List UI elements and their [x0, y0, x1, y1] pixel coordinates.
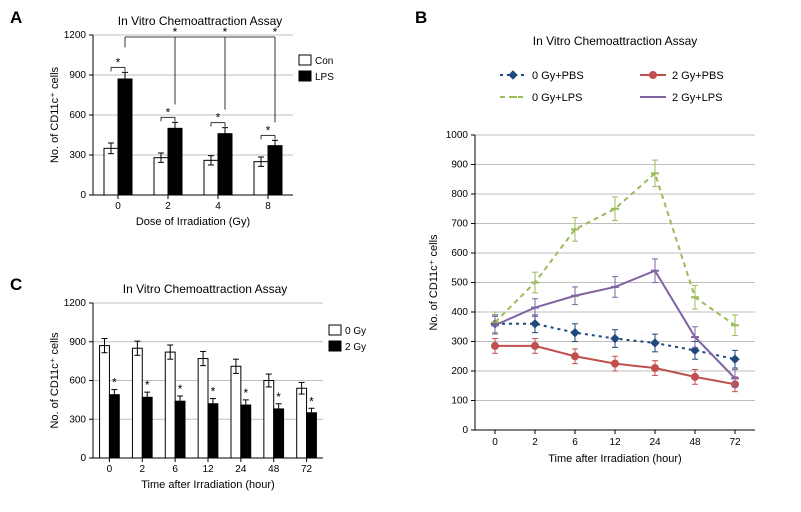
svg-text:6: 6 — [572, 437, 578, 448]
svg-text:0: 0 — [115, 201, 121, 212]
svg-text:LPS: LPS — [315, 72, 334, 83]
svg-text:*: * — [273, 25, 278, 39]
svg-text:*: * — [173, 25, 178, 39]
svg-text:2: 2 — [532, 437, 538, 448]
svg-text:72: 72 — [729, 437, 741, 448]
svg-text:*: * — [178, 382, 183, 396]
svg-text:100: 100 — [451, 396, 468, 407]
svg-text:No. of CD11c⁺ cells: No. of CD11c⁺ cells — [49, 332, 61, 429]
svg-text:*: * — [166, 105, 171, 119]
svg-text:*: * — [276, 390, 281, 404]
svg-text:300: 300 — [69, 150, 86, 161]
svg-text:0: 0 — [492, 437, 498, 448]
svg-text:12: 12 — [609, 437, 621, 448]
svg-text:400: 400 — [451, 307, 468, 318]
svg-text:*: * — [216, 111, 221, 125]
svg-text:300: 300 — [451, 337, 468, 348]
svg-text:1200: 1200 — [64, 30, 87, 41]
svg-text:300: 300 — [69, 414, 86, 425]
svg-text:24: 24 — [235, 464, 247, 475]
panel-a-chart: 0 300 600 900 1200 * 0 * 2 * 4 * 8 * * * Dose of Irradia… — [38, 20, 338, 230]
svg-text:0: 0 — [462, 425, 468, 436]
panel-c-chart: 0 300 600 900 1200 * 0 * 2 * 6 * 12 * 24 * 48 * 72 Time aft… — [38, 288, 368, 498]
svg-text:0: 0 — [107, 464, 113, 475]
svg-text:*: * — [116, 55, 121, 69]
svg-text:600: 600 — [69, 376, 86, 387]
panel-b-label: B — [415, 8, 427, 28]
svg-text:*: * — [211, 385, 216, 399]
svg-text:0 Gy: 0 Gy — [345, 326, 366, 337]
svg-text:72: 72 — [301, 464, 313, 475]
svg-text:8: 8 — [265, 201, 271, 212]
svg-text:Time after Irradiation (hour): Time after Irradiation (hour) — [548, 453, 681, 465]
svg-text:2: 2 — [140, 464, 146, 475]
svg-text:*: * — [145, 378, 150, 392]
svg-text:2: 2 — [165, 201, 171, 212]
svg-text:900: 900 — [69, 337, 86, 348]
svg-text:1200: 1200 — [64, 298, 87, 309]
svg-text:Con: Con — [315, 56, 333, 67]
svg-text:48: 48 — [689, 437, 701, 448]
svg-text:12: 12 — [202, 464, 214, 475]
svg-text:900: 900 — [69, 70, 86, 81]
svg-text:4: 4 — [215, 201, 221, 212]
svg-text:700: 700 — [451, 219, 468, 230]
svg-text:1000: 1000 — [446, 130, 469, 141]
svg-text:*: * — [112, 376, 117, 390]
svg-text:600: 600 — [451, 248, 468, 259]
svg-text:0 Gy+PBS: 0 Gy+PBS — [532, 70, 584, 82]
svg-text:Time after Irradiation (hour): Time after Irradiation (hour) — [141, 479, 274, 491]
svg-text:*: * — [223, 25, 228, 39]
svg-text:900: 900 — [451, 160, 468, 171]
panel-c-label: C — [10, 275, 22, 295]
svg-text:0: 0 — [80, 453, 86, 464]
svg-text:2 Gy+LPS: 2 Gy+LPS — [672, 92, 722, 104]
svg-text:2 Gy+PBS: 2 Gy+PBS — [672, 70, 724, 82]
panel-b-chart: 0 100 200 300 400 500 600 700 800 900 1000 0 2 6 12 24 4… — [415, 40, 785, 470]
svg-text:0 Gy+LPS: 0 Gy+LPS — [532, 92, 582, 104]
svg-text:No. of CD11c⁺ cells: No. of CD11c⁺ cells — [49, 66, 61, 163]
svg-text:*: * — [266, 123, 271, 137]
svg-text:0: 0 — [80, 190, 86, 201]
svg-text:Dose of Irradiation (Gy): Dose of Irradiation (Gy) — [136, 216, 250, 228]
panel-a-label: A — [10, 8, 22, 28]
svg-text:24: 24 — [649, 437, 661, 448]
svg-text:*: * — [243, 386, 248, 400]
svg-text:500: 500 — [451, 278, 468, 289]
svg-text:800: 800 — [451, 189, 468, 200]
svg-text:600: 600 — [69, 110, 86, 121]
svg-text:200: 200 — [451, 366, 468, 377]
svg-text:*: * — [309, 394, 314, 408]
svg-text:2 Gy: 2 Gy — [345, 342, 366, 353]
svg-text:6: 6 — [172, 464, 178, 475]
svg-text:No. of CD11c⁺ cells: No. of CD11c⁺ cells — [428, 234, 440, 331]
svg-text:48: 48 — [268, 464, 280, 475]
